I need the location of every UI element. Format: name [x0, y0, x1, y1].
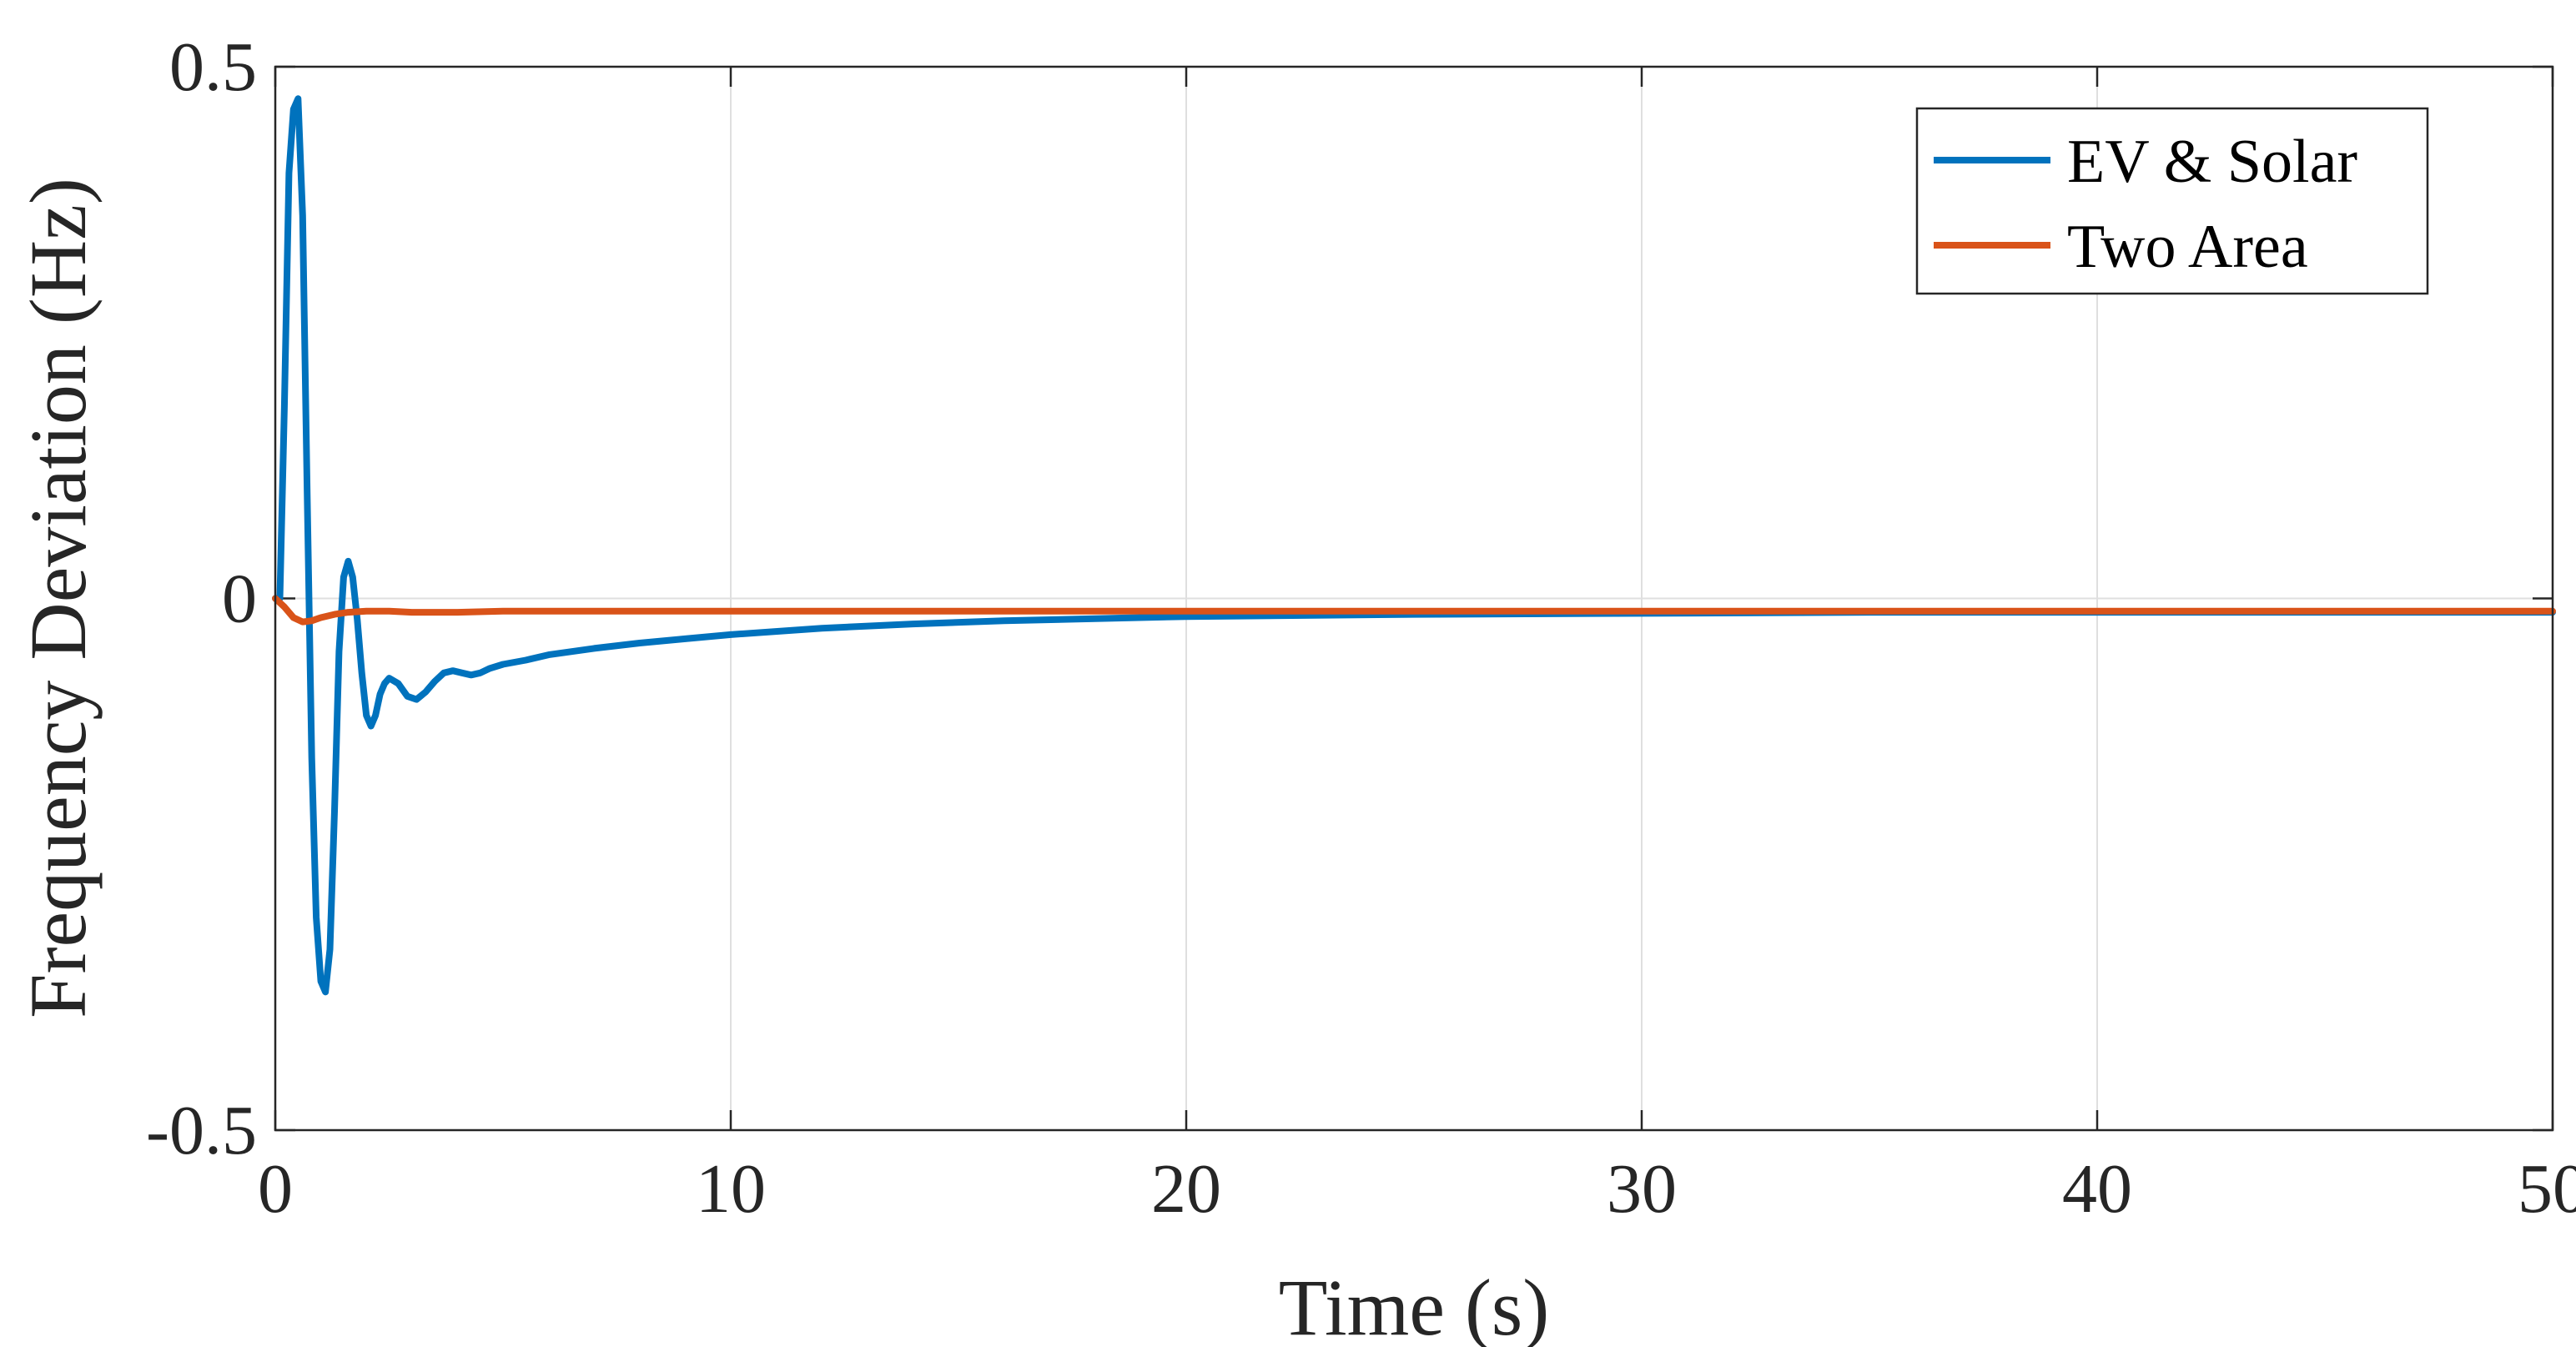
- axes-box: [274, 65, 2554, 1132]
- x-tick-label: 10: [696, 1150, 766, 1228]
- legend: EV & Solar Two Area: [1915, 107, 2429, 295]
- x-axis-label: Time (s): [1279, 1263, 1550, 1347]
- x-tick-label: 40: [2062, 1150, 2132, 1228]
- series-line-ev-solar: [272, 95, 2556, 996]
- x-tick-label: 0: [258, 1150, 293, 1228]
- y-tick-label: 0: [222, 560, 257, 638]
- x-tick-label: 50: [2518, 1150, 2576, 1228]
- legend-label-two-area: Two Area: [2067, 213, 2308, 281]
- x-tick-label: 30: [1607, 1150, 1677, 1228]
- series-line-two-area: [272, 595, 2556, 626]
- y-axis-label: Frequency Deviation (Hz): [13, 178, 103, 1018]
- y-tick-label: 0.5: [169, 28, 257, 106]
- legend-label-ev-solar: EV & Solar: [2067, 128, 2357, 196]
- y-tick-labels: -0.5 0 0.5: [146, 28, 257, 1169]
- x-tick-labels: 0 10 20 30 40 50: [258, 1150, 2576, 1228]
- x-tick-label: 20: [1151, 1150, 1221, 1228]
- legend-box: [1915, 107, 2429, 295]
- y-tick-label: -0.5: [146, 1092, 257, 1169]
- series-layer: [272, 95, 2556, 996]
